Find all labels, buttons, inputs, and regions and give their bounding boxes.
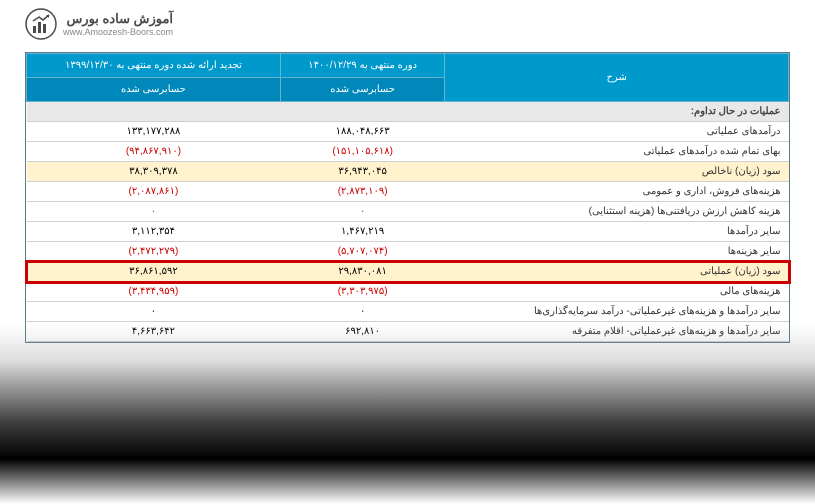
header-period-1: دوره منتهی به ۱۴۰۰/۱۲/۲۹ — [280, 54, 445, 78]
table-row: هزینه‌های فروش، اداری و عمومی(۲,۸۷۳,۱۰۹)… — [27, 182, 789, 202]
row-value-1: ۲۹,۸۳۰,۰۸۱ — [280, 262, 445, 282]
row-value-2: (۹۴,۸۶۷,۹۱۰) — [27, 142, 281, 162]
header-audit-2: حسابرسی شده — [27, 78, 281, 102]
header-desc: شرح — [445, 54, 789, 102]
section-title: عملیات در حال تداوم: — [27, 102, 789, 122]
logo-icon — [25, 8, 57, 40]
table-row: سایر درآمدها و هزینه‌های غیرعملیاتی- اقل… — [27, 322, 789, 342]
table-row: هزینه کاهش ارزش دریافتنی‌ها (هزینه استثن… — [27, 202, 789, 222]
table-row: سایر هزینه‌ها(۵,۷۰۷,۰۷۴)(۲,۴۷۲,۲۷۹) — [27, 242, 789, 262]
table-row: سایر درآمدها و هزینه‌های غیرعملیاتی- درآ… — [27, 302, 789, 322]
table-row: سود (زیان) ناخالص۳۶,۹۴۳,۰۴۵۳۸,۳۰۹,۳۷۸ — [27, 162, 789, 182]
row-label: بهای تمام شده درآمدهای عملیاتی — [445, 142, 789, 162]
table-row: بهای تمام شده درآمدهای عملیاتی(۱۵۱,۱۰۵,۶… — [27, 142, 789, 162]
row-value-2: ۰ — [27, 202, 281, 222]
row-value-1: ۶۹۲,۸۱۰ — [280, 322, 445, 342]
row-label: سایر هزینه‌ها — [445, 242, 789, 262]
table-row: سود (زیان) عملیاتی۲۹,۸۳۰,۰۸۱۳۶,۸۶۱,۵۹۲ — [27, 262, 789, 282]
row-value-1: (۳,۳۰۳,۹۷۵) — [280, 282, 445, 302]
logo-area: آموزش ساده بورس www.Amoozesh-Boors.com — [25, 8, 173, 40]
table-row: درآمدهای عملیاتی۱۸۸,۰۴۸,۶۶۳۱۳۳,۱۷۷,۲۸۸ — [27, 122, 789, 142]
row-label: سود (زیان) عملیاتی — [445, 262, 789, 282]
table-row: هزینه‌های مالی(۳,۳۰۳,۹۷۵)(۳,۴۳۴,۹۵۹) — [27, 282, 789, 302]
row-value-2: (۳,۴۳۴,۹۵۹) — [27, 282, 281, 302]
row-value-1: (۱۵۱,۱۰۵,۶۱۸) — [280, 142, 445, 162]
row-label: سایر درآمدها — [445, 222, 789, 242]
row-label: هزینه‌های مالی — [445, 282, 789, 302]
financial-table: شرح دوره منتهی به ۱۴۰۰/۱۲/۲۹ تجدید ارائه… — [26, 53, 789, 342]
row-label: هزینه کاهش ارزش دریافتنی‌ها (هزینه استثن… — [445, 202, 789, 222]
row-value-1: ۱,۴۶۷,۲۱۹ — [280, 222, 445, 242]
logo-text: آموزش ساده بورس www.Amoozesh-Boors.com — [63, 11, 173, 37]
row-value-2: (۲,۰۸۷,۸۶۱) — [27, 182, 281, 202]
row-label: سود (زیان) ناخالص — [445, 162, 789, 182]
row-label: هزینه‌های فروش، اداری و عمومی — [445, 182, 789, 202]
table-row: سایر درآمدها۱,۴۶۷,۲۱۹۳,۱۱۲,۳۵۴ — [27, 222, 789, 242]
row-value-1: ۳۶,۹۴۳,۰۴۵ — [280, 162, 445, 182]
row-value-2: ۳۸,۳۰۹,۳۷۸ — [27, 162, 281, 182]
row-value-2: ۰ — [27, 302, 281, 322]
financial-table-container: شرح دوره منتهی به ۱۴۰۰/۱۲/۲۹ تجدید ارائه… — [25, 52, 790, 343]
row-value-2: ۴,۶۶۳,۶۴۲ — [27, 322, 281, 342]
header-period-2: تجدید ارائه شده دوره منتهی به ۱۳۹۹/۱۲/۳۰ — [27, 54, 281, 78]
gradient-overlay — [0, 324, 815, 504]
row-label: سایر درآمدها و هزینه‌های غیرعملیاتی- درآ… — [445, 302, 789, 322]
row-value-2: ۱۳۳,۱۷۷,۲۸۸ — [27, 122, 281, 142]
logo-title: آموزش ساده بورس — [63, 11, 173, 27]
content-wrap: شرح دوره منتهی به ۱۴۰۰/۱۲/۲۹ تجدید ارائه… — [0, 0, 815, 343]
row-value-2: (۲,۴۷۲,۲۷۹) — [27, 242, 281, 262]
section-header-row: عملیات در حال تداوم: — [27, 102, 789, 122]
row-value-1: (۲,۸۷۳,۱۰۹) — [280, 182, 445, 202]
row-value-1: ۰ — [280, 302, 445, 322]
row-value-1: (۵,۷۰۷,۰۷۴) — [280, 242, 445, 262]
header-audit-1: حسابرسی شده — [280, 78, 445, 102]
row-label: درآمدهای عملیاتی — [445, 122, 789, 142]
row-value-1: ۱۸۸,۰۴۸,۶۶۳ — [280, 122, 445, 142]
row-value-1: ۰ — [280, 202, 445, 222]
row-value-2: ۳,۱۱۲,۳۵۴ — [27, 222, 281, 242]
row-value-2: ۳۶,۸۶۱,۵۹۲ — [27, 262, 281, 282]
row-label: سایر درآمدها و هزینه‌های غیرعملیاتی- اقل… — [445, 322, 789, 342]
logo-url: www.Amoozesh-Boors.com — [63, 27, 173, 37]
